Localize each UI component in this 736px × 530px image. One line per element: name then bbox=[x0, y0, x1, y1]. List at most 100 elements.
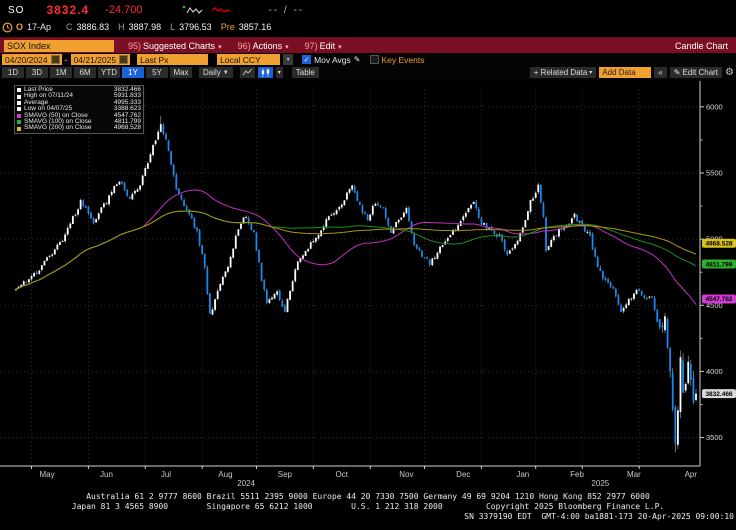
candle-up bbox=[524, 219, 527, 228]
key-events-checkbox[interactable] bbox=[369, 55, 379, 64]
candle-down bbox=[692, 377, 695, 402]
mov-avgs-checkbox[interactable]: ✓ bbox=[302, 55, 312, 64]
add-data-input[interactable]: Add Data bbox=[599, 67, 652, 78]
candle-chart-type-button[interactable] bbox=[257, 67, 273, 78]
price-badges: 4968.528 4811.799 4547.762 3832.466 bbox=[702, 238, 736, 399]
candle-down bbox=[410, 221, 413, 233]
legend-row: Average 4995.333 bbox=[17, 99, 141, 106]
candle-up bbox=[400, 217, 403, 220]
candle-up bbox=[152, 145, 154, 156]
date-to-input[interactable]: 04/21/2025 bbox=[70, 54, 131, 65]
period-button-1d[interactable]: 1D bbox=[2, 67, 24, 78]
menu-bar: 95)Suggested Charts▾96)Actions▾97)Edit▾ … bbox=[0, 37, 736, 53]
menu-item-actions[interactable]: 96) Actions ▾ bbox=[238, 41, 289, 51]
period-button-ytd[interactable]: YTD bbox=[98, 67, 120, 78]
candle-down bbox=[387, 217, 390, 226]
candle-up bbox=[273, 294, 276, 299]
candle-up bbox=[374, 203, 377, 207]
sma50-badge bbox=[702, 294, 736, 304]
legend-row: SMAVG (50) on Close 4547.762 bbox=[17, 112, 141, 119]
currency-select[interactable]: Local CCY bbox=[217, 54, 281, 65]
candle-down bbox=[263, 280, 266, 290]
menu-item-edit[interactable]: 97) Edit ▾ bbox=[305, 41, 342, 51]
calendar-icon[interactable] bbox=[119, 55, 129, 64]
candle-down bbox=[501, 234, 503, 241]
period-button-max[interactable]: Max bbox=[170, 67, 192, 78]
candle-up bbox=[315, 237, 317, 242]
candle-up bbox=[134, 190, 136, 194]
frequency-select[interactable]: Daily ▼ bbox=[199, 67, 233, 78]
price-field-select[interactable]: Last Px bbox=[137, 54, 209, 65]
last-price-badge bbox=[702, 389, 736, 399]
edit-chart-button[interactable]: ✎ Edit Chart bbox=[669, 67, 723, 78]
candle-down bbox=[666, 318, 669, 348]
candle-up bbox=[470, 204, 472, 209]
year-label: 2025 bbox=[591, 479, 609, 488]
candle-up bbox=[325, 219, 328, 228]
gear-icon[interactable]: ⚙ bbox=[725, 66, 734, 78]
date-from-input[interactable]: 04/20/2024 bbox=[2, 54, 62, 65]
footer-phones-line2: Japan 81 3 4565 8900 Singapore 65 6212 1… bbox=[71, 502, 665, 511]
chart-type-dropdown[interactable]: ▾ bbox=[275, 67, 283, 78]
candle-up bbox=[38, 270, 41, 274]
candle-up bbox=[586, 231, 589, 233]
candle-up bbox=[679, 357, 682, 413]
candle-down bbox=[382, 207, 385, 209]
candle-down bbox=[183, 200, 185, 207]
candle-up bbox=[630, 298, 633, 300]
candle-up bbox=[286, 299, 289, 313]
period-button-1m[interactable]: 1M bbox=[50, 67, 72, 78]
candle-up bbox=[77, 209, 79, 215]
candle-down bbox=[651, 296, 653, 298]
currency-dropdown-button[interactable]: ▾ bbox=[283, 54, 294, 65]
legend-value: 3388.623 bbox=[113, 105, 141, 113]
candle-up bbox=[289, 290, 291, 300]
candle-down bbox=[609, 282, 612, 288]
candle-up bbox=[131, 193, 134, 200]
period-button-6m[interactable]: 6M bbox=[74, 67, 96, 78]
period-button-1y[interactable]: 1Y bbox=[122, 67, 144, 78]
candle-up bbox=[343, 200, 346, 206]
toolbar-right-cluster: + Related Data ▾ Add Data « ✎ Edit Chart ⚙ bbox=[529, 66, 734, 78]
candle-down bbox=[674, 407, 677, 444]
candle-up bbox=[532, 198, 535, 201]
related-data-button[interactable]: + Related Data ▾ bbox=[529, 67, 597, 78]
candle-down bbox=[260, 262, 263, 281]
security-input[interactable] bbox=[4, 39, 114, 52]
candle-up bbox=[514, 243, 516, 249]
candle-up bbox=[467, 207, 470, 213]
edit-mov-avgs-icon[interactable]: ✎ bbox=[353, 55, 361, 64]
toolbar-row-periods: 1D 3D 1M 6M YTD 1Y 5Y Max Daily ▼ ▾ Table + Rela… bbox=[0, 66, 736, 79]
candle-up bbox=[28, 279, 30, 283]
menu-item-suggested-charts[interactable]: 95) Suggested Charts ▾ bbox=[128, 41, 222, 51]
period-button-5y[interactable]: 5Y bbox=[146, 67, 168, 78]
candle-down bbox=[384, 208, 387, 218]
candle-up bbox=[51, 254, 54, 256]
bid-ask-placeholder: -- / -- bbox=[268, 4, 305, 16]
y-tick-label: 3500 bbox=[706, 433, 723, 442]
candle-down bbox=[177, 188, 180, 194]
month-label: Jul bbox=[161, 470, 171, 479]
candle-up bbox=[330, 214, 333, 216]
sma-50-line bbox=[15, 189, 697, 305]
legend-row: High on 07/11/24 5931.833 bbox=[17, 92, 141, 99]
candle-up bbox=[452, 229, 454, 235]
candle-up bbox=[139, 185, 142, 190]
candle-down bbox=[175, 174, 178, 190]
candle-up bbox=[529, 199, 532, 212]
candle-up bbox=[154, 140, 157, 145]
line-chart-type-button[interactable] bbox=[239, 67, 255, 78]
calendar-icon[interactable] bbox=[50, 55, 60, 64]
month-label: May bbox=[39, 470, 54, 479]
candle-up bbox=[508, 250, 511, 254]
candle-down bbox=[645, 297, 648, 299]
candle-down bbox=[656, 309, 659, 322]
candle-up bbox=[633, 293, 635, 299]
table-button[interactable]: Table bbox=[291, 67, 319, 78]
candle-chart[interactable]: 350040004500500055006000MayJunJulAugSepO… bbox=[0, 79, 736, 488]
candle-up bbox=[146, 163, 149, 169]
candle-up bbox=[457, 225, 460, 231]
period-button-3d[interactable]: 3D bbox=[26, 67, 48, 78]
collapse-toolbar-button[interactable]: « bbox=[654, 67, 667, 78]
candle-up bbox=[105, 203, 108, 205]
